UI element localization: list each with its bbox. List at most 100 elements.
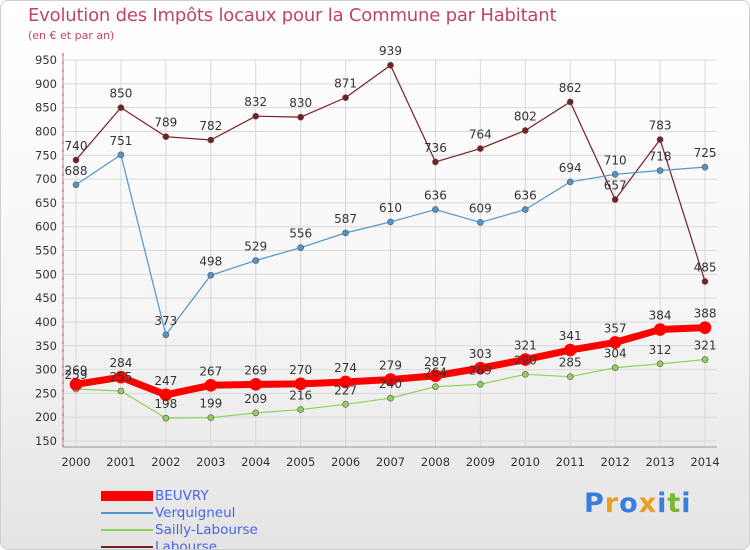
x-tick-label: 2002	[151, 455, 180, 469]
data-label-beuvry: 321	[514, 339, 537, 353]
data-label-labourse: 782	[199, 119, 222, 133]
data-labels: 740 850 789 782 832 830 871 939 736 764 802 862 657 7…	[65, 44, 717, 411]
legend-item-verquigneul: Verquigneul	[101, 504, 258, 521]
data-label-verquigneul: 710	[604, 153, 627, 167]
legend-label: Verquigneul	[155, 504, 236, 521]
data-point-sailly-labourse	[477, 381, 484, 388]
legend-item-sailly-labourse: Sailly-Labourse	[101, 521, 258, 538]
data-label-beuvry: 388	[694, 307, 717, 321]
y-tick-label: 200	[35, 410, 57, 424]
data-point-verquigneul	[477, 219, 484, 226]
data-point-beuvry	[698, 321, 712, 334]
logo-letter: r	[604, 488, 620, 519]
data-point-beuvry	[563, 343, 577, 357]
data-point-verquigneul	[252, 257, 260, 264]
data-point-labourse	[656, 136, 664, 143]
data-point-beuvry	[384, 373, 397, 386]
data-point-sailly-labourse	[521, 371, 529, 378]
x-tick-label: 2005	[286, 455, 315, 469]
data-label-beuvry: 384	[649, 309, 672, 323]
data-label-sailly-labourse: 269	[469, 363, 492, 377]
data-point-beuvry	[294, 377, 307, 391]
y-tick-label: 850	[35, 101, 57, 115]
y-tick-label: 800	[35, 124, 57, 138]
x-tick-label: 2004	[241, 455, 270, 469]
data-label-verquigneul: 636	[514, 189, 537, 203]
data-label-beuvry: 357	[604, 321, 627, 335]
y-tick-label: 400	[35, 315, 57, 329]
data-label-sailly-labourse: 321	[694, 339, 717, 353]
data-point-sailly-labourse	[117, 387, 125, 395]
data-label-beuvry: 284	[109, 356, 132, 370]
legend-swatch	[101, 528, 153, 531]
x-tick-label: 2014	[690, 455, 719, 469]
data-label-verquigneul: 498	[199, 254, 222, 268]
legend-item-beuvry: BEUVRY	[101, 487, 258, 504]
y-tick-label: 550	[35, 244, 57, 258]
data-label-sailly-labourse: 209	[244, 392, 267, 406]
data-label-beuvry: 247	[154, 374, 177, 388]
data-label-labourse: 657	[604, 179, 627, 193]
data-label-beuvry: 287	[424, 355, 447, 369]
y-tick-label: 250	[35, 386, 57, 400]
gridlines	[63, 59, 718, 447]
data-point-sailly-labourse	[342, 401, 349, 408]
data-label-beuvry: 274	[334, 361, 357, 375]
data-point-labourse	[162, 133, 170, 140]
proxiti-logo: Proxiti	[584, 488, 692, 519]
data-point-verquigneul	[162, 331, 170, 339]
legend-label: BEUVRY	[155, 487, 209, 504]
y-tick-label: 600	[35, 220, 57, 234]
x-tick-label: 2013	[645, 455, 674, 469]
legend-swatch	[101, 511, 153, 514]
y-tick-label: 300	[35, 363, 57, 377]
data-label-labourse: 832	[244, 95, 267, 109]
data-label-sailly-labourse: 259	[65, 368, 88, 382]
y-tick-label: 750	[35, 148, 57, 162]
data-label-beuvry: 279	[379, 359, 402, 373]
data-point-labourse	[432, 158, 439, 166]
data-label-beuvry: 267	[199, 364, 222, 378]
data-point-verquigneul	[656, 167, 664, 174]
data-point-labourse	[387, 61, 394, 69]
data-point-beuvry	[474, 361, 487, 375]
data-label-sailly-labourse: 304	[604, 347, 627, 361]
data-label-labourse: 871	[334, 77, 357, 91]
data-label-labourse: 764	[469, 128, 492, 142]
x-tick-label: 2010	[511, 455, 540, 469]
data-point-labourse	[72, 156, 80, 164]
data-point-verquigneul	[701, 163, 709, 171]
data-label-verquigneul: 529	[244, 240, 267, 254]
data-label-verquigneul: 725	[694, 146, 717, 160]
logo-letter: x	[638, 488, 658, 519]
logo-letter: i	[681, 488, 692, 519]
data-point-verquigneul	[432, 206, 439, 213]
data-point-beuvry	[429, 369, 442, 383]
data-point-beuvry	[69, 378, 83, 391]
data-point-beuvry	[249, 378, 263, 391]
data-point-sailly-labourse	[432, 383, 439, 391]
y-tick-label: 150	[35, 434, 57, 448]
data-point-verquigneul	[342, 229, 349, 237]
x-tick-label: 2000	[61, 455, 90, 469]
chart-subtitle: (en € et par an)	[28, 29, 115, 42]
legend-label: Sailly-Labourse	[155, 521, 258, 538]
data-point-verquigneul	[72, 181, 80, 189]
data-point-labourse	[207, 136, 215, 144]
x-tick-label: 2012	[601, 455, 630, 469]
data-label-sailly-labourse: 290	[514, 353, 537, 367]
data-label-beuvry: 269	[65, 363, 88, 377]
data-point-verquigneul	[207, 271, 215, 279]
data-point-sailly-labourse	[207, 414, 215, 421]
data-label-labourse: 783	[649, 119, 672, 133]
data-label-verquigneul: 587	[334, 212, 357, 226]
data-label-beuvry: 270	[289, 363, 312, 377]
data-point-verquigneul	[521, 206, 529, 213]
data-label-labourse: 736	[424, 141, 447, 155]
data-label-labourse: 802	[514, 109, 537, 123]
data-point-verquigneul	[566, 178, 574, 186]
data-point-labourse	[521, 127, 529, 134]
data-point-beuvry	[608, 336, 622, 349]
y-tick-label: 350	[35, 339, 57, 353]
y-tick-label: 650	[35, 196, 57, 210]
